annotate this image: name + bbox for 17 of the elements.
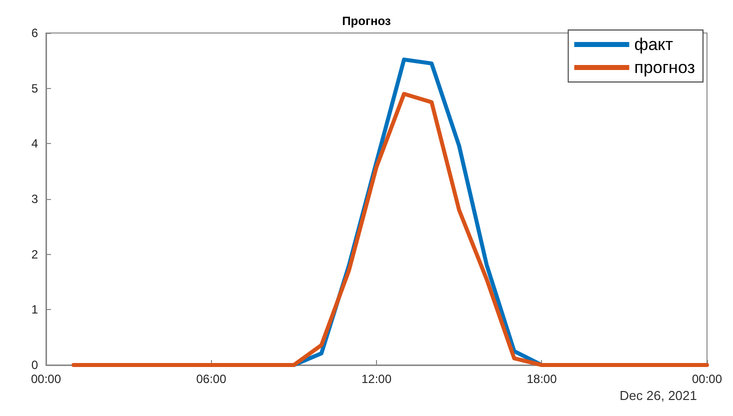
line-series xyxy=(72,92,709,367)
y-tick-label: 2 xyxy=(31,247,38,262)
x-tick-label: 12:00 xyxy=(361,372,392,386)
x-tick-label: 06:00 xyxy=(196,372,227,386)
y-tick-label: 0 xyxy=(31,358,38,372)
y-tick-label: 3 xyxy=(31,192,38,206)
y-tick-label: 5 xyxy=(31,81,38,96)
legend-label: прогноз xyxy=(634,58,696,77)
chart-title: Прогноз xyxy=(342,14,391,28)
legend-label: факт xyxy=(634,35,674,54)
x-tick-label: 18:00 xyxy=(526,372,558,386)
y-tick-label: 1 xyxy=(31,302,38,317)
x-tick-label: 00:00 xyxy=(692,372,722,386)
text: Dec 26, 2021 xyxy=(620,388,698,403)
y-tick-label: 4 xyxy=(31,136,38,151)
y-tick-label: 6 xyxy=(31,26,38,40)
x-tick-label: 00:00 xyxy=(30,372,62,386)
